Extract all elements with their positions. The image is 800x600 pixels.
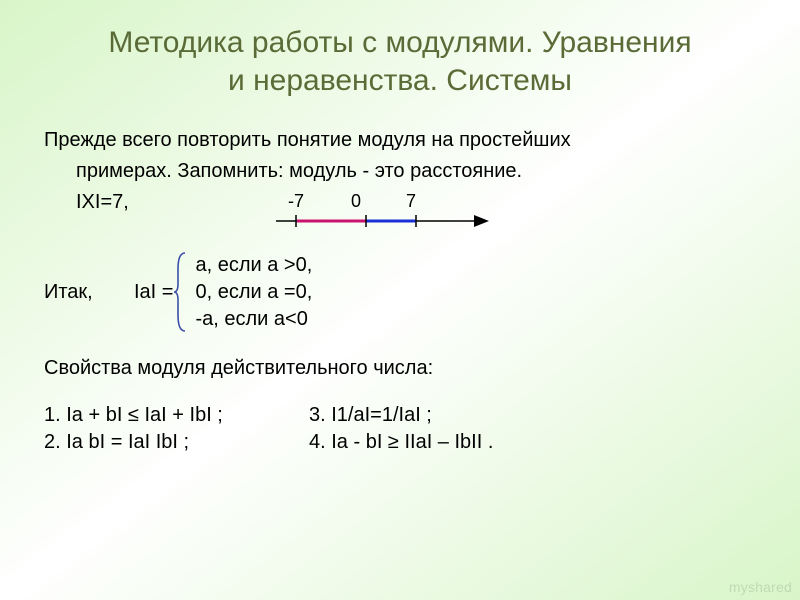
brace-icon bbox=[173, 251, 189, 333]
watermark: myshared bbox=[729, 579, 792, 595]
def-ia-eq: IаI = bbox=[134, 279, 173, 306]
number-line: -707 bbox=[276, 189, 496, 233]
label-zero: 0 bbox=[316, 189, 396, 213]
intro-line-2: примерах. Запомнить: модуль - это рассто… bbox=[76, 158, 756, 185]
prop-4: 4. Iа - bI ≥ IIаI – IbII . bbox=[309, 429, 493, 456]
properties-row-2: 2. Iа bI = IаI IbI ; 4. Iа - bI ≥ IIаI –… bbox=[44, 429, 756, 456]
prop-3: 3. I1/аI=1/IаI ; bbox=[309, 402, 432, 429]
abs-x-eq: IХI=7, bbox=[76, 189, 276, 216]
prop-2: 2. Iа bI = IаI IbI ; bbox=[44, 429, 309, 456]
def-cases: а, если а >0, 0, если а =0, -а, если а<0 bbox=[195, 252, 312, 333]
slide-body: Прежде всего повторить понятие модуля на… bbox=[44, 127, 756, 456]
def-case-3: -а, если а<0 bbox=[195, 306, 312, 333]
label-seven: 7 bbox=[396, 189, 426, 213]
label-neg7: -7 bbox=[276, 189, 316, 213]
prop-1: 1. Iа + bI ≤ IаI + IbI ; bbox=[44, 402, 309, 429]
title-line-1: Методика работы с модулями. Уравнения bbox=[108, 26, 691, 59]
abs-x-row: IХI=7, -707 bbox=[76, 189, 756, 233]
slide-title: Методика работы с модулями. Уравнения и … bbox=[44, 24, 756, 99]
properties-row-1: 1. Iа + bI ≤ IаI + IbI ; 3. I1/аI=1/IаI … bbox=[44, 402, 756, 429]
def-case-1: а, если а >0, bbox=[195, 252, 312, 279]
title-line-2: и неравенства. Системы bbox=[228, 64, 572, 97]
definition-block: Итак, IаI = а, если а >0, 0, если а =0, … bbox=[44, 251, 756, 333]
properties-title: Свойства модуля действительного числа: bbox=[44, 355, 756, 382]
brace-wrap: а, если а >0, 0, если а =0, -а, если а<0 bbox=[173, 251, 312, 333]
intro-line-1: Прежде всего повторить понятие модуля на… bbox=[44, 127, 756, 154]
slide: Методика работы с модулями. Уравнения и … bbox=[0, 0, 800, 600]
def-itak: Итак, bbox=[44, 279, 134, 306]
number-line-labels: -707 bbox=[276, 189, 496, 213]
def-case-2: 0, если а =0, bbox=[195, 279, 312, 306]
number-line-svg bbox=[276, 211, 496, 233]
